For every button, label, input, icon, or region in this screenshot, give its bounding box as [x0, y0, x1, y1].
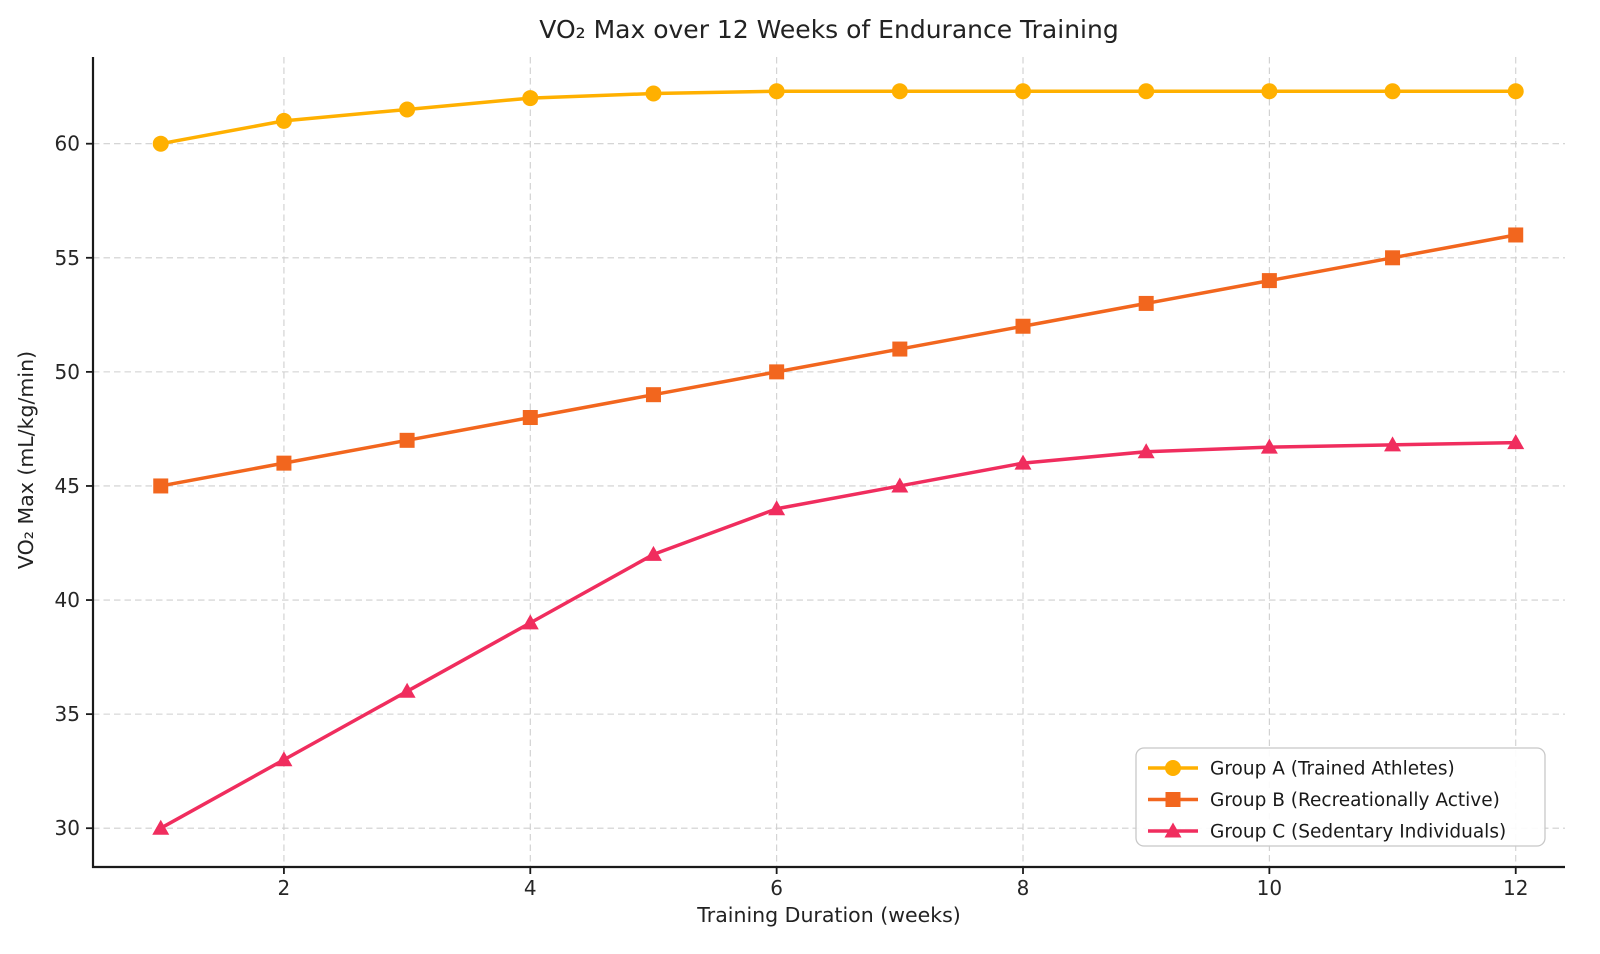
- data-point-square: [1138, 295, 1154, 311]
- data-point-square: [645, 387, 661, 403]
- data-point-square: [1385, 250, 1401, 266]
- data-point-circle: [1507, 83, 1524, 100]
- data-point-square: [892, 341, 908, 357]
- data-point-circle: [1015, 83, 1032, 100]
- data-point-square: [1508, 227, 1524, 243]
- y-tick-label: 60: [55, 132, 80, 156]
- legend-box: [1135, 747, 1546, 847]
- data-point-square: [1165, 792, 1181, 807]
- y-tick-label: 50: [55, 360, 80, 384]
- data-point-triangle: [1164, 822, 1182, 838]
- x-tick-label: 8: [1017, 876, 1030, 900]
- y-tick-label: 40: [55, 588, 80, 612]
- y-tick-label: 55: [55, 246, 80, 270]
- data-point-circle: [1138, 83, 1155, 100]
- chart-title: VO₂ Max over 12 Weeks of Endurance Train…: [539, 15, 1119, 44]
- tick-labels: 2 4 6 8 10 12 30 35 40 45 50 55 60: [55, 132, 1529, 900]
- x-tick-label: 6: [770, 876, 783, 900]
- legend-label: Group A (Trained Athletes): [1210, 759, 1455, 780]
- data-point-triangle: [275, 751, 293, 767]
- series-line-group-b: [158, 233, 1518, 488]
- data-point-square: [399, 432, 415, 448]
- gridlines: [93, 57, 1565, 867]
- data-point-circle: [1165, 760, 1181, 776]
- series-line-group-c: [158, 440, 1518, 830]
- data-point-triangle: [891, 477, 909, 493]
- legend: Group A (Trained Athletes) Group B (Recre…: [1135, 747, 1546, 847]
- data-point-square: [276, 455, 292, 471]
- series-group-a: [152, 83, 1524, 152]
- y-tick-label: 35: [55, 702, 80, 726]
- legend-label: Group B (Recreationally Active): [1210, 790, 1500, 811]
- data-point-square: [153, 478, 169, 494]
- data-point-circle: [645, 85, 662, 102]
- data-point-triangle: [1507, 434, 1525, 450]
- data-point-triangle: [521, 614, 539, 630]
- legend-label: Group C (Sedentary Individuals): [1210, 822, 1506, 843]
- data-point-triangle: [152, 819, 170, 835]
- data-point-circle: [399, 101, 416, 118]
- data-point-square: [1015, 318, 1031, 334]
- y-tick-label: 30: [55, 816, 80, 840]
- data-point-circle: [152, 135, 169, 152]
- data-point-circle: [1261, 83, 1278, 100]
- data-point-triangle: [1014, 454, 1032, 470]
- x-axis-label: Training Duration (weeks): [697, 903, 961, 927]
- data-point-square: [1261, 273, 1277, 289]
- data-point-square: [522, 410, 538, 426]
- y-tick-label: 45: [55, 474, 80, 498]
- series-line-group-a: [158, 89, 1518, 146]
- data-point-triangle: [1137, 443, 1155, 459]
- data-point-triangle: [644, 545, 662, 561]
- data-point-circle: [891, 83, 908, 100]
- data-point-circle: [768, 83, 785, 100]
- tick-marks: [86, 142, 1517, 874]
- data-point-triangle: [768, 500, 786, 516]
- data-point-circle: [522, 90, 539, 107]
- data-point-triangle: [1384, 436, 1402, 452]
- series-group-b: [153, 227, 1524, 494]
- x-tick-label: 2: [278, 876, 291, 900]
- data-point-circle: [275, 112, 292, 129]
- data-point-square: [769, 364, 785, 380]
- x-tick-label: 10: [1257, 876, 1282, 900]
- x-tick-label: 4: [524, 876, 537, 900]
- data-point-circle: [1384, 83, 1401, 100]
- series-group-c: [152, 434, 1525, 835]
- x-tick-label: 12: [1503, 876, 1528, 900]
- data-point-triangle: [1260, 438, 1278, 454]
- data-point-triangle: [398, 682, 416, 698]
